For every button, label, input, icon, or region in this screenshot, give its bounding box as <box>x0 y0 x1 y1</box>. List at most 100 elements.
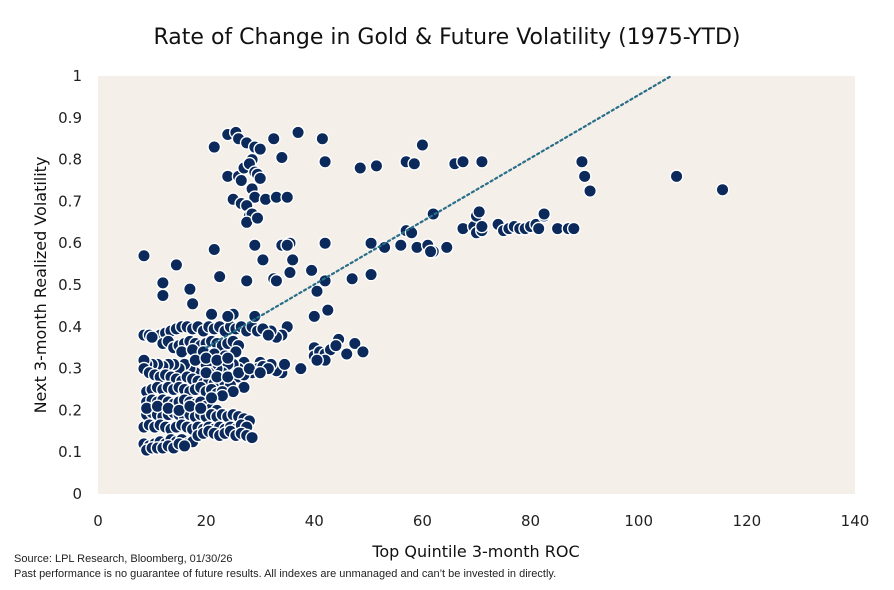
data-point <box>415 138 430 152</box>
data-point <box>245 430 260 445</box>
data-point <box>253 171 268 186</box>
y-tick-label: 0.5 <box>58 276 82 294</box>
x-axis: 0 20 40 60 80 100 120 140 <box>93 512 869 530</box>
y-tick-label: 0.6 <box>58 234 82 252</box>
data-point <box>256 253 270 267</box>
y-tick-label: 1 <box>72 67 82 85</box>
data-point <box>253 142 268 157</box>
data-point <box>137 248 151 263</box>
data-point <box>155 276 170 290</box>
source-note: Source: LPL Research, Bloomberg, 01/30/2… <box>14 553 233 565</box>
data-point <box>426 207 441 221</box>
y-tick-label: 0.2 <box>58 401 82 419</box>
data-point <box>207 242 222 257</box>
data-point <box>347 336 362 351</box>
data-point <box>715 182 730 197</box>
data-point <box>310 353 324 368</box>
data-point <box>456 154 470 169</box>
data-point <box>283 265 297 280</box>
data-point <box>423 244 438 259</box>
data-point <box>475 219 489 234</box>
data-point <box>475 154 489 169</box>
data-point <box>293 361 308 376</box>
y-tick-label: 0 <box>72 485 82 503</box>
data-point <box>280 190 295 205</box>
data-point <box>253 365 268 380</box>
data-point <box>575 154 589 169</box>
data-point <box>407 156 422 171</box>
data-point <box>364 267 378 282</box>
data-point <box>280 238 295 253</box>
data-point <box>329 338 343 353</box>
trendline <box>205 74 673 349</box>
data-point <box>315 131 330 146</box>
x-tick-label: 100 <box>624 512 653 530</box>
data-point <box>566 221 581 236</box>
data-point <box>304 263 319 278</box>
data-point <box>307 309 322 324</box>
data-point <box>277 357 292 372</box>
data-point <box>266 131 281 146</box>
data-point <box>212 269 227 284</box>
data-point <box>345 271 360 286</box>
y-tick-label: 0.4 <box>58 318 82 336</box>
data-point <box>220 351 235 366</box>
chart-title: Rate of Change in Gold & Future Volatili… <box>154 25 741 50</box>
data-point <box>250 211 265 226</box>
data-point <box>356 344 370 359</box>
data-point <box>583 184 597 198</box>
x-tick-label: 20 <box>197 512 216 530</box>
y-tick-label: 0.3 <box>58 360 82 378</box>
data-point <box>177 439 192 453</box>
data-point <box>537 207 551 221</box>
x-axis-label: Top Quintile 3-month ROC <box>371 542 579 561</box>
data-points <box>137 125 730 458</box>
data-point <box>472 204 487 219</box>
x-tick-label: 40 <box>305 512 324 530</box>
data-point <box>169 258 184 272</box>
data-point <box>185 296 200 311</box>
data-point <box>285 253 300 267</box>
data-point <box>234 173 249 188</box>
data-point <box>669 169 684 184</box>
data-point <box>393 238 408 253</box>
x-tick-label: 120 <box>733 512 762 530</box>
x-tick-label: 0 <box>93 512 103 530</box>
data-point <box>155 288 170 303</box>
data-point <box>291 125 305 140</box>
data-point <box>247 309 262 324</box>
data-point <box>183 282 197 297</box>
data-point <box>310 284 324 299</box>
data-point <box>239 273 254 288</box>
y-axis: 0 0.1 0.2 0.3 0.4 0.5 0.6 0.7 0.8 0.9 1 <box>58 67 82 503</box>
data-point <box>207 140 222 154</box>
data-point <box>204 307 219 322</box>
data-point <box>577 169 592 184</box>
data-point <box>531 221 546 236</box>
data-point <box>339 347 354 361</box>
y-tick-label: 0.7 <box>58 192 82 210</box>
data-point <box>193 401 208 416</box>
x-tick-label: 60 <box>413 512 432 530</box>
data-point <box>439 240 454 255</box>
data-point <box>269 273 284 288</box>
data-point <box>369 158 384 173</box>
data-point <box>274 150 289 165</box>
y-tick-label: 0.1 <box>58 443 82 461</box>
data-point <box>261 328 276 343</box>
y-tick-label: 0.8 <box>58 151 82 169</box>
data-point <box>320 303 335 317</box>
data-point <box>318 236 332 251</box>
x-tick-label: 80 <box>521 512 540 530</box>
data-point <box>220 309 235 324</box>
y-tick-label: 0.9 <box>58 109 82 127</box>
data-point <box>145 330 159 345</box>
disclaimer-note: Past performance is no guarantee of futu… <box>14 568 557 580</box>
data-point <box>353 161 368 175</box>
data-point <box>364 236 378 251</box>
data-point <box>204 390 219 405</box>
x-tick-label: 140 <box>841 512 870 530</box>
y-axis-label: Next 3-month Realized Volatility <box>31 157 50 414</box>
data-point <box>247 238 262 253</box>
